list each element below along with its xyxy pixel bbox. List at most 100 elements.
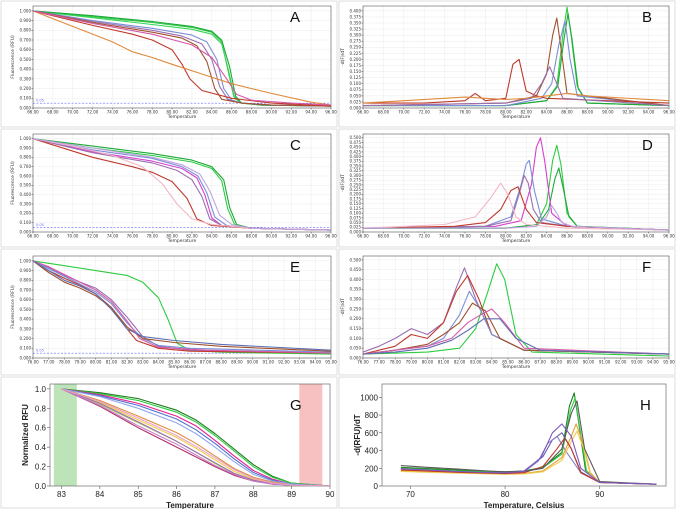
x-tick-label: 88.00 xyxy=(582,110,594,115)
y-tick-label: 0.375 xyxy=(350,14,362,19)
y-tick-label: 0.025 xyxy=(350,99,362,104)
x-tick-label: 82.00 xyxy=(454,360,466,365)
x-tick-label: 85 xyxy=(134,490,143,499)
y-tick-label: 0.4 xyxy=(35,443,47,452)
x-axis-title: Temperature xyxy=(501,114,531,120)
x-tick-label: 72.00 xyxy=(87,110,99,115)
x-tick-label: 78.00 xyxy=(59,360,71,365)
series-line xyxy=(61,388,330,486)
x-tick-label: 66.00 xyxy=(357,234,369,239)
x-tick-label: 78.00 xyxy=(146,110,158,115)
y-tick-label: 600 xyxy=(365,429,379,438)
x-tick-label: 86.00 xyxy=(226,234,238,239)
x-tick-label: 84.00 xyxy=(206,110,218,115)
x-axis-title: Temperature xyxy=(167,114,197,120)
panel-e: 76.00 77.00 78.00 79.00 80.00 81.00 82.00 83.00… xyxy=(0,248,338,376)
series-line xyxy=(33,138,331,231)
x-tick-label: 80 xyxy=(501,490,510,499)
threshold-label: 0.05 xyxy=(36,223,44,227)
y-tick-label: 0.100 xyxy=(350,336,362,341)
y-tick-label: 0.450 xyxy=(350,267,362,272)
axes-box xyxy=(49,383,331,487)
x-axis-title: Temperature xyxy=(167,238,197,244)
series-line xyxy=(363,167,669,231)
x-tick-label: 86.00 xyxy=(561,234,573,239)
x-tick-label: 95.00 xyxy=(325,360,337,365)
x-tick-label: 83 xyxy=(57,490,66,499)
x-tick-label: 93.00 xyxy=(294,360,306,365)
series-line xyxy=(363,137,669,231)
y-tick-label: 0.400 xyxy=(350,154,362,159)
y-tick-label: 0.300 xyxy=(20,201,32,206)
x-tick-label: 82.00 xyxy=(520,110,532,115)
series-line xyxy=(33,138,331,231)
y-tick-label: 0.025 xyxy=(350,225,362,230)
series-group xyxy=(363,137,669,231)
y-tick-label: 0.800 xyxy=(20,155,32,160)
y-axis-title: Fluorescence (RFU) xyxy=(10,285,16,329)
y-tick-label: 0.300 xyxy=(350,297,362,302)
x-tick-label: 80.00 xyxy=(166,234,178,239)
x-tick-label: 74.00 xyxy=(107,110,119,115)
x-tick-label: 72.00 xyxy=(418,110,430,115)
y-tick-label: 0 xyxy=(374,482,379,491)
panel-a: 66.00 68.00 70.00 72.00 74.00 76.00 78.00 80.00… xyxy=(0,0,338,128)
threshold-label: 0.05 xyxy=(36,349,44,353)
x-tick-label: 80.00 xyxy=(90,360,102,365)
y-tick-label: 0.225 xyxy=(350,51,362,56)
y-tick-label: 0.375 xyxy=(350,159,362,164)
series-group xyxy=(363,6,669,107)
x-axis-title: Temperature xyxy=(501,364,531,370)
y-tick-label: 0.700 xyxy=(20,287,32,292)
series-line xyxy=(363,302,669,355)
series-line xyxy=(61,388,330,486)
series-group xyxy=(33,10,331,107)
series-line xyxy=(363,182,669,231)
x-tick-label: 88.00 xyxy=(551,360,563,365)
x-tick-label: 82.00 xyxy=(520,234,532,239)
y-axis-title: Normalized RFU xyxy=(21,404,30,466)
y-tick-label: 0.8 xyxy=(35,404,47,413)
x-tick-label: 94.00 xyxy=(310,360,322,365)
series-line xyxy=(363,20,669,107)
y-tick-label: 0.200 xyxy=(20,336,32,341)
x-tick-label: 88.00 xyxy=(582,234,594,239)
x-tick-label: 92.00 xyxy=(622,234,634,239)
series-group xyxy=(33,138,331,231)
x-tick-label: 78.00 xyxy=(389,360,401,365)
y-tick-label: 0.000 xyxy=(350,355,362,360)
y-tick-label: 0.200 xyxy=(20,211,32,216)
y-tick-label: 0.450 xyxy=(350,145,362,150)
series-group xyxy=(400,392,657,485)
y-axis-title: Fluorescence (RFU) xyxy=(10,161,16,205)
y-tick-label: 0.500 xyxy=(350,257,362,262)
x-tick-label: 83.00 xyxy=(470,360,482,365)
y-tick-label: 0.0 xyxy=(35,482,47,491)
series-line xyxy=(61,388,330,486)
y-tick-label: 0.075 xyxy=(350,215,362,220)
x-tick-label: 76.00 xyxy=(459,110,471,115)
axes-box xyxy=(381,383,667,487)
y-tick-label: 0.500 xyxy=(20,307,32,312)
y-axis-title: Fluorescence (RFU) xyxy=(10,35,16,79)
y-tick-label: 0.000 xyxy=(20,229,32,234)
x-tick-label: 83.00 xyxy=(137,360,149,365)
x-tick-label: 90.00 xyxy=(266,110,278,115)
x-tick-label: 94.00 xyxy=(643,110,655,115)
x-tick-label: 96.00 xyxy=(325,234,337,239)
series-line xyxy=(400,423,657,485)
series-line xyxy=(400,400,657,485)
series-group xyxy=(61,388,330,486)
panel-f: 76.00 77.00 78.00 79.00 80.00 81.00 82.00 83.00… xyxy=(338,248,676,376)
y-axis-title: -d(F)/dT xyxy=(340,298,346,316)
y-tick-label: 0.000 xyxy=(350,229,362,234)
panel-letter: E xyxy=(290,259,300,276)
panel-letter: G xyxy=(290,397,302,414)
y-tick-label: 0.100 xyxy=(20,346,32,351)
series-line xyxy=(363,308,669,355)
y-tick-label: 0.400 xyxy=(20,192,32,197)
panel-letter: H xyxy=(640,397,651,414)
x-tick-label: 70.00 xyxy=(398,234,410,239)
x-tick-label: 93.00 xyxy=(631,360,643,365)
y-tick-label: 1.000 xyxy=(20,136,32,141)
